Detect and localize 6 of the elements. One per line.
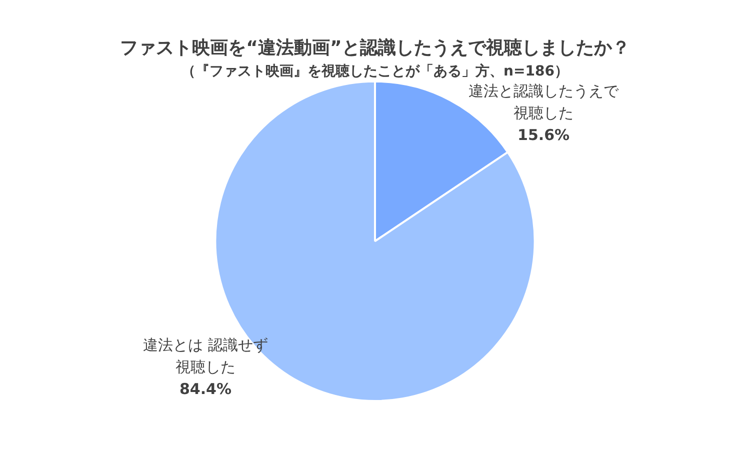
chart-title: ファスト映画を“違法動画”と認識したうえで視聴しましたか？ xyxy=(120,37,630,58)
slice-label: 違法とは 認識せず視聴した xyxy=(143,336,268,376)
data-label: 84.4% xyxy=(179,380,232,398)
chart-subtitle: （『ファスト映画』を視聴したことが「ある」方、n=186） xyxy=(182,62,568,80)
slice-label: 違法と認識したうえで視聴した xyxy=(468,82,620,122)
data-label: 15.6% xyxy=(518,126,570,144)
